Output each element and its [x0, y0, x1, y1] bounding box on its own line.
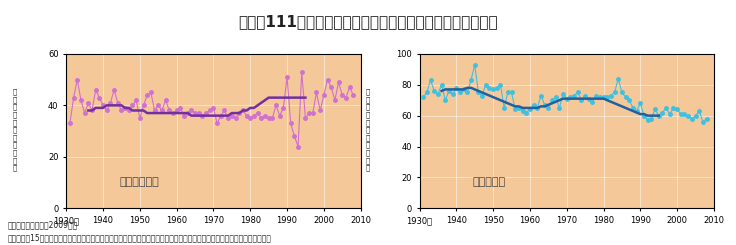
Text: 資料：気象庁調べ（2009年）
　注：国内15地点（網走、根室、寿都、山形、石巻、伏木、長野、水戸、銚子、境、浜田、彦根、多度津、名瀬、石垣島）の
　　　出現日: 資料：気象庁調べ（2009年） 注：国内15地点（網走、根室、寿都、山形、石巻、… — [7, 220, 272, 245]
Text: 図３－111　我が国における真夏日等の年間日数の経年変化: 図３－111 我が国における真夏日等の年間日数の経年変化 — [238, 14, 498, 30]
Text: 冬日の日数: 冬日の日数 — [473, 177, 506, 187]
Text: １
地
点
当
た
り
の
年
間
日
数: １ 地 点 当 た り の 年 間 日 数 — [13, 88, 17, 171]
Text: １
地
点
当
た
り
の
年
間
日
数: １ 地 点 当 た り の 年 間 日 数 — [366, 88, 370, 171]
Text: 真夏日の日数: 真夏日の日数 — [119, 177, 159, 187]
